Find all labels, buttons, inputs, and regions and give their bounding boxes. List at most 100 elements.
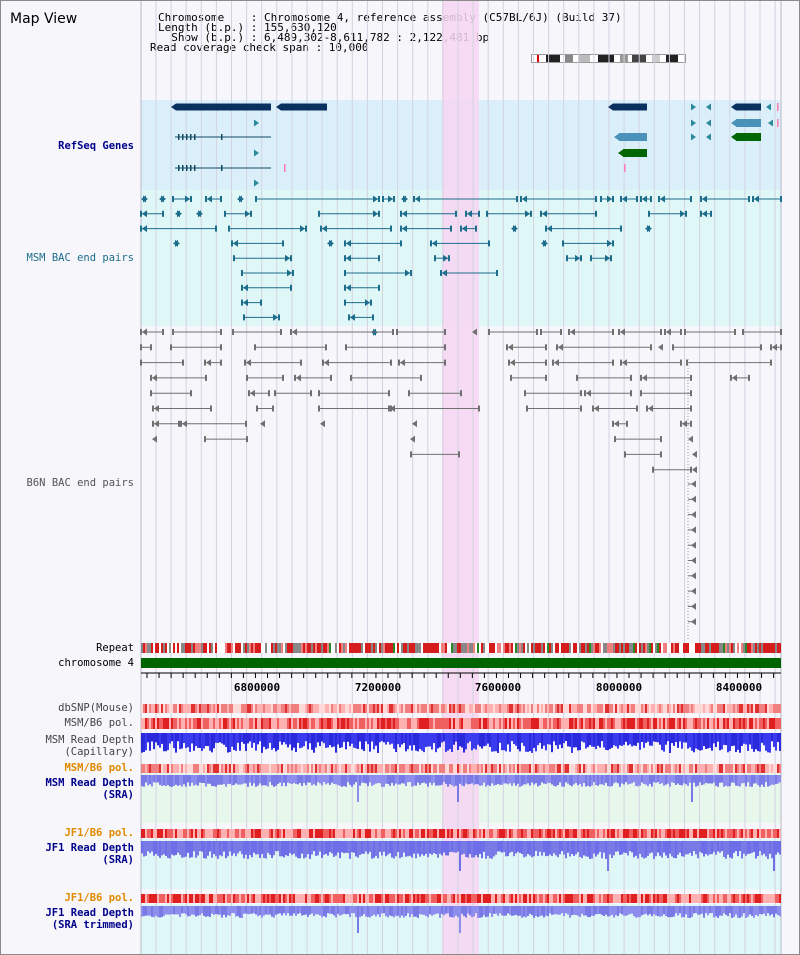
jf1-sra-trimmed-depth-bar [505, 906, 507, 916]
msm-sra-depth-bar [685, 775, 687, 785]
msm-pol-label[interactable]: MSM/B6 pol. [64, 717, 134, 729]
dbsnp-density [671, 704, 673, 713]
repeat-block [689, 643, 691, 653]
msm-sra-depth-bar [373, 775, 375, 785]
jf1-sra-depth-bar [193, 841, 195, 852]
jf1-sra-trimmed-depth-bar [393, 906, 395, 918]
jf1-pol-density [569, 829, 571, 838]
jf1-pol-2-label[interactable]: JF1/B6 pol. [64, 892, 134, 904]
msm-bac-pair-end [540, 210, 542, 217]
gene-strand-arrow [276, 103, 281, 111]
dbsnp-density [297, 704, 299, 713]
msm-sra-depth-bar [497, 775, 499, 784]
dbsnp-density [151, 704, 153, 713]
jf1-sra-depth-bar [527, 841, 529, 854]
msm-pol-2-density [327, 764, 329, 773]
dbsnp-density [773, 704, 775, 713]
msm-pol-2-density [381, 764, 383, 773]
msm-pol-2-density [303, 764, 305, 773]
msm-bac-end [647, 225, 652, 233]
msm-bac-label[interactable]: MSM BAC end pairs [26, 252, 134, 264]
msm-pol-2-density [427, 764, 429, 773]
msm-sra-depth-bar [367, 775, 369, 787]
jf1-sra-trimmed-depth-bar [389, 906, 391, 916]
jf1-pol-2-density [251, 894, 253, 903]
jf1-sra-trimmed-depth-bar [353, 906, 355, 914]
gene-exon [194, 165, 196, 171]
msm-pol-2-density [701, 764, 703, 773]
msm-capillary-depth-bar [777, 733, 779, 743]
jf1-pol-density [495, 829, 497, 838]
repeat-block [151, 643, 153, 653]
jf1-pol-2-density [633, 894, 635, 903]
dbsnp-density [455, 704, 457, 713]
msm-capillary-depth-bar [299, 733, 301, 749]
b6n-bac-end [400, 359, 405, 367]
msm-pol-density [427, 718, 429, 729]
msm-capillary-depth-bar [389, 733, 391, 745]
jf1-pol-2-density [485, 894, 487, 903]
msm-pol-2-label[interactable]: MSM/B6 pol. [64, 762, 134, 774]
jf1-pol-density [579, 829, 581, 838]
msm-bac-end [388, 195, 393, 203]
jf1-sra-depth-bar [205, 841, 207, 859]
jf1-pol-density [445, 829, 447, 838]
msm-capillary-depth-bar [375, 733, 377, 746]
jf1-pol-2-density [637, 894, 639, 903]
jf1-pol-2-density [423, 894, 425, 903]
refseq-genes-label[interactable]: RefSeq Genes [58, 140, 134, 152]
jf1-pol-density [153, 829, 155, 838]
jf1-sra-trimmed-depth-bar [427, 906, 429, 918]
msm-sra-depth-bar [687, 775, 689, 786]
msm-pol-2-density [405, 764, 407, 773]
jf1-sra-trimmed-depth-bar [421, 906, 423, 915]
jf1-sra-trimmed-depth-bar [705, 906, 707, 914]
msm-pol-density [465, 718, 467, 729]
repeat-block [421, 643, 423, 653]
jf1-depth-trim-label[interactable]: JF1 Read Depth (SRA trimmed) [45, 907, 134, 931]
jf1-pol-density [473, 829, 475, 838]
msm-depth-capillary-label[interactable]: MSM Read Depth (Capillary) [45, 734, 134, 758]
dbsnp-label[interactable]: dbSNP(Mouse) [58, 702, 134, 714]
jf1-pol-label[interactable]: JF1/B6 pol. [64, 827, 134, 839]
jf1-pol-2-density [511, 894, 513, 903]
dbsnp-density [203, 704, 205, 713]
jf1-sra-trimmed-depth-bar [693, 906, 695, 914]
msm-pol-density [755, 718, 757, 729]
jf1-pol-2-density [705, 894, 707, 903]
jf1-pol-2-density [301, 894, 303, 903]
jf1-sra-trimmed-depth-bar [189, 906, 191, 917]
b6n-bac-pair-end [444, 344, 446, 351]
msm-sra-depth-bar [735, 775, 737, 786]
repeat-block [711, 643, 713, 653]
dbsnp-density [519, 704, 521, 713]
b6n-bac-label[interactable]: B6N BAC end pairs [26, 477, 134, 489]
jf1-pol-2-density [163, 894, 165, 903]
dbsnp-density [745, 704, 747, 713]
jf1-sra-trimmed-depth-bar [373, 906, 375, 915]
gene-marker [691, 119, 696, 127]
repeat-block [661, 643, 663, 653]
jf1-pol-2-density [165, 894, 167, 903]
jf1-sra-trimmed-depth-bar [213, 906, 215, 915]
dbsnp-density [713, 704, 715, 713]
jf1-sra-trimmed-depth-bar [391, 906, 393, 917]
msm-bac-end [285, 254, 290, 262]
dbsnp-density [335, 704, 337, 713]
msm-sra-depth-bar [343, 775, 345, 786]
msm-depth-sra-label[interactable]: MSM Read Depth (SRA) [45, 777, 134, 801]
msm-pol-density [609, 718, 611, 729]
jf1-pol-2-density [523, 894, 525, 903]
jf1-depth-sra-label[interactable]: JF1 Read Depth (SRA) [45, 842, 134, 866]
msm-capillary-depth-bar [779, 733, 781, 751]
msm-sra-depth-bar [745, 775, 747, 787]
msm-capillary-depth-bar [213, 733, 215, 749]
jf1-sra-depth-bar [703, 841, 705, 857]
jf1-sra-depth-bar [191, 841, 193, 858]
jf1-sra-depth-bar [557, 841, 559, 858]
msm-pol-2-density [283, 764, 285, 773]
msm-capillary-depth-bar [501, 733, 503, 751]
jf1-pol-density [449, 829, 451, 838]
msm-sra-depth-bar [601, 775, 603, 785]
